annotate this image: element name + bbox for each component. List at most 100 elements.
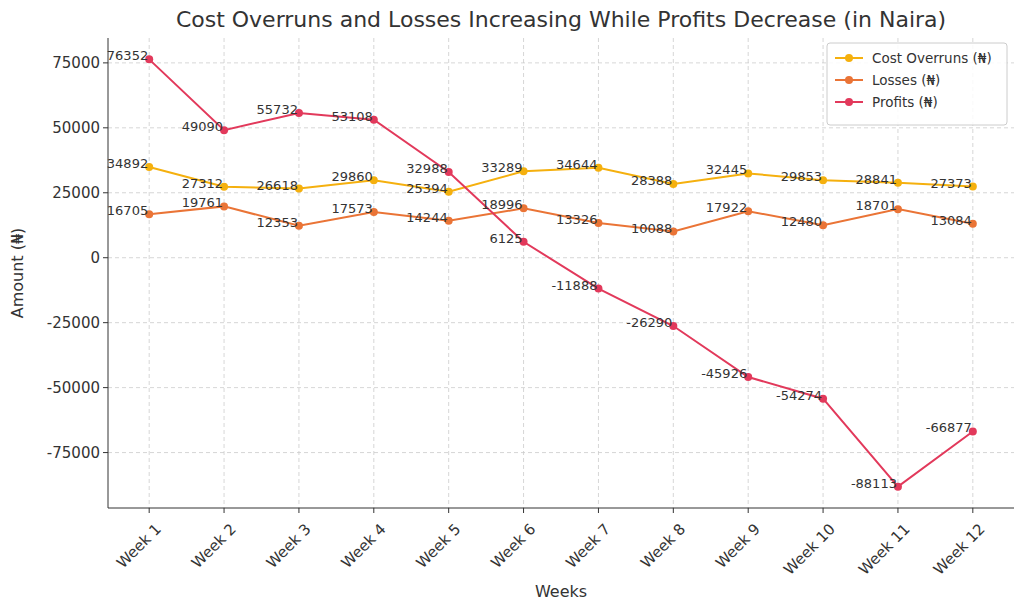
data-label: 33289 bbox=[481, 160, 522, 175]
data-label: 18701 bbox=[856, 198, 897, 213]
x-tick-label: Week 7 bbox=[562, 520, 614, 572]
x-tick-label: Week 4 bbox=[338, 520, 390, 572]
data-label: -11888 bbox=[551, 278, 597, 293]
data-label: 16705 bbox=[107, 203, 148, 218]
x-tick bbox=[298, 508, 299, 513]
y-tick-label: -50000 bbox=[47, 379, 100, 397]
data-label: 18996 bbox=[481, 197, 522, 212]
data-label: 12353 bbox=[257, 215, 298, 230]
data-label: 13326 bbox=[556, 212, 597, 227]
data-label: 29853 bbox=[781, 169, 822, 184]
data-label: 28388 bbox=[631, 173, 672, 188]
x-tick bbox=[673, 508, 674, 513]
data-label: -45926 bbox=[701, 366, 747, 381]
data-label: 32445 bbox=[706, 162, 747, 177]
data-label: 28841 bbox=[856, 172, 897, 187]
data-label: 76352 bbox=[107, 48, 148, 63]
data-label: 13084 bbox=[930, 213, 971, 228]
x-tick bbox=[448, 508, 449, 513]
x-tick-label: Week 9 bbox=[712, 520, 764, 572]
data-label: 25394 bbox=[406, 181, 447, 196]
x-tick bbox=[897, 508, 898, 513]
data-label: 49090 bbox=[182, 119, 223, 134]
grid-line-x bbox=[523, 38, 524, 508]
data-label: -54274 bbox=[776, 388, 822, 403]
legend-label: Losses (₦) bbox=[872, 72, 940, 88]
x-tick-label: Week 6 bbox=[487, 520, 539, 572]
grid-line-x bbox=[224, 38, 225, 508]
legend-label: Cost Overruns (₦) bbox=[872, 50, 992, 66]
series-line bbox=[149, 206, 973, 231]
x-tick bbox=[224, 508, 225, 513]
grid-line-x bbox=[673, 38, 674, 508]
data-label: 53108 bbox=[331, 109, 372, 124]
x-tick bbox=[823, 508, 824, 513]
data-label: -88113 bbox=[851, 476, 897, 491]
grid-line-y bbox=[108, 387, 1014, 388]
y-tick-label: 50000 bbox=[52, 119, 100, 137]
x-tick-label: Week 11 bbox=[855, 520, 914, 579]
y-tick bbox=[103, 127, 108, 128]
chart: -75000 -50000 -25000 0 25000 50000 75000 Week 1… bbox=[0, 0, 1024, 611]
data-label: 26618 bbox=[257, 178, 298, 193]
data-label: 10088 bbox=[631, 221, 672, 236]
y-tick bbox=[103, 387, 108, 388]
y-tick bbox=[103, 257, 108, 258]
y-tick-label: -25000 bbox=[47, 314, 100, 332]
x-tick-label: Week 12 bbox=[930, 520, 989, 579]
data-label: 6125 bbox=[489, 231, 522, 246]
grid-line-y bbox=[108, 257, 1014, 258]
legend-label: Profits (₦) bbox=[872, 94, 938, 110]
data-label: 55732 bbox=[257, 102, 298, 117]
x-axis-label: Weeks bbox=[535, 582, 587, 601]
data-label: -26290 bbox=[626, 315, 672, 330]
legend-marker bbox=[845, 54, 853, 62]
x-tick bbox=[373, 508, 374, 513]
y-axis-line bbox=[108, 38, 109, 508]
y-tick-label: 25000 bbox=[52, 184, 100, 202]
data-label: 12480 bbox=[781, 214, 822, 229]
data-label: 32988 bbox=[406, 161, 447, 176]
grid-line-x bbox=[298, 38, 299, 508]
x-tick-label: Week 1 bbox=[113, 520, 165, 572]
x-tick-label: Week 2 bbox=[188, 520, 240, 572]
grid-line-y bbox=[108, 192, 1014, 193]
x-tick-label: Week 8 bbox=[637, 520, 689, 572]
y-tick-label: -75000 bbox=[47, 444, 100, 462]
data-label: 17922 bbox=[706, 200, 747, 215]
data-label: 34892 bbox=[107, 156, 148, 171]
grid-line-x bbox=[373, 38, 374, 508]
x-axis-line bbox=[108, 508, 1014, 509]
grid-line-y bbox=[108, 452, 1014, 453]
data-label: 19761 bbox=[182, 195, 223, 210]
data-label: 29860 bbox=[331, 169, 372, 184]
y-tick-label: 0 bbox=[90, 249, 100, 267]
grid-line-y bbox=[108, 322, 1014, 323]
y-tick bbox=[103, 452, 108, 453]
y-axis-label: Amount (₦) bbox=[8, 228, 27, 319]
data-label: 14244 bbox=[406, 210, 447, 225]
title: Cost Overruns and Losses Increasing Whil… bbox=[176, 7, 946, 32]
grid-line-x bbox=[149, 38, 150, 508]
data-label: -66877 bbox=[926, 420, 972, 435]
x-tick-label: Week 10 bbox=[780, 520, 839, 579]
x-tick bbox=[748, 508, 749, 513]
y-tick-label: 75000 bbox=[52, 54, 100, 72]
y-tick bbox=[103, 192, 108, 193]
x-tick bbox=[149, 508, 150, 513]
grid-line-x bbox=[823, 38, 824, 508]
x-tick bbox=[598, 508, 599, 513]
grid-line-y bbox=[108, 127, 1014, 128]
x-tick bbox=[972, 508, 973, 513]
data-label: 27373 bbox=[930, 176, 971, 191]
grid-line-x bbox=[748, 38, 749, 508]
grid-line-x bbox=[598, 38, 599, 508]
legend-marker bbox=[845, 76, 853, 84]
y-tick bbox=[103, 322, 108, 323]
data-label: 34644 bbox=[556, 157, 597, 172]
legend: Cost Overruns (₦) Losses (₦) Profits (₦) bbox=[827, 43, 1007, 125]
data-label: 27312 bbox=[182, 176, 223, 191]
data-label: 17573 bbox=[331, 201, 372, 216]
x-tick-label: Week 5 bbox=[413, 520, 465, 572]
legend-box bbox=[827, 43, 1007, 125]
